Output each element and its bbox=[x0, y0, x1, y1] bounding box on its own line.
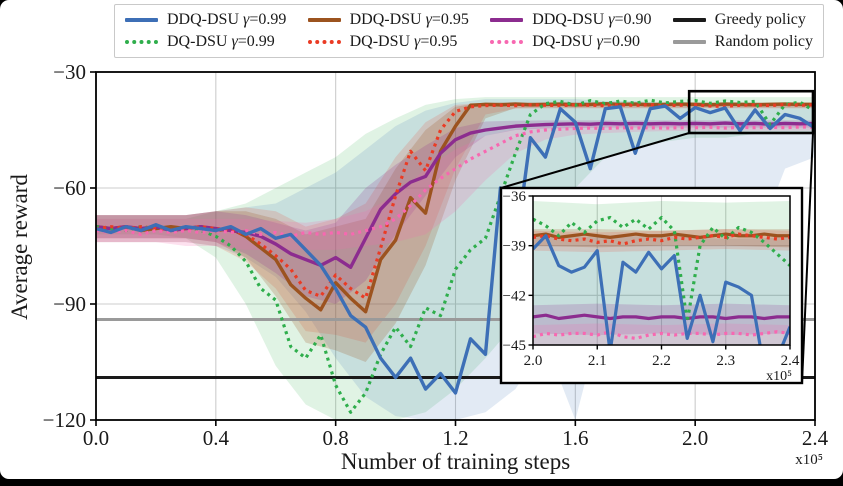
legend-entry-dq-dsu-g095: DQ-DSU γ=0.95 bbox=[307, 31, 469, 52]
inset-x-tick-label: 2.1 bbox=[588, 353, 607, 369]
inset-line-ddq-dsu-g090 bbox=[533, 313, 790, 321]
legend-solid-line-marker-greedy-policy bbox=[672, 17, 706, 22]
main-line-dq-dsu-g095 bbox=[96, 102, 815, 300]
band-ddq-dsu-g099 bbox=[96, 99, 815, 420]
main-line-dq-dsu-g090 bbox=[96, 125, 815, 238]
y-tick-label: −90 bbox=[53, 292, 86, 316]
inset-line-dq-dsu-g090 bbox=[533, 330, 790, 340]
x-axis-multiplier: x10⁵ bbox=[795, 452, 823, 468]
inset-panel bbox=[499, 186, 804, 385]
legend-solid-line-marker-ddq-dsu-g095 bbox=[307, 17, 341, 22]
legend-dotted-line-marker-dq-dsu-g090 bbox=[490, 39, 524, 44]
x-tick-label: 1.2 bbox=[442, 426, 468, 450]
x-axis-label: Number of training steps bbox=[340, 449, 571, 474]
legend-entry-dq-dsu-g099: DQ-DSU γ=0.99 bbox=[125, 31, 286, 52]
x-tick-label: 2.0 bbox=[682, 426, 708, 450]
legend-label-dq-dsu-g099: DQ-DSU γ=0.99 bbox=[167, 32, 275, 50]
legend-solid-line-marker-ddq-dsu-g090 bbox=[490, 17, 524, 22]
legend-label-dq-dsu-g095: DQ-DSU γ=0.95 bbox=[349, 32, 458, 50]
legend: DDQ-DSU γ=0.99 DDQ-DSU γ=0.95 DDQ-DSU γ=0.… bbox=[114, 4, 824, 58]
legend-label-random-policy: Random policy bbox=[714, 32, 813, 50]
main-series bbox=[96, 98, 815, 414]
legend-label-dq-dsu-g090: DQ-DSU γ=0.90 bbox=[532, 32, 640, 50]
main-tick-labels: 0.0 0.4 0.8 1.2 1.6 2.0 2.4 −30 −60 −90 −120 bbox=[43, 60, 829, 450]
main-line-ddq-dsu-g090 bbox=[96, 121, 815, 269]
inset-y-tick-label: −39 bbox=[503, 239, 526, 255]
legend-entry-greedy-policy: Greedy policy bbox=[672, 9, 813, 30]
legend-entry-ddq-dsu-g095: DDQ-DSU γ=0.95 bbox=[307, 9, 469, 30]
x-tick-label: 1.6 bbox=[562, 426, 588, 450]
legend-entry-dq-dsu-g090: DQ-DSU γ=0.90 bbox=[490, 31, 651, 52]
inset-plot: 2.0 2.1 2.2 2.3 2.4 −36 −39 −42 −45 x10⁵ bbox=[499, 186, 804, 385]
inset-x-tick-label: 2.2 bbox=[652, 353, 671, 369]
band-dq-dsu-g099 bbox=[96, 97, 815, 420]
legend-dotted-line-marker-dq-dsu-g099 bbox=[125, 39, 158, 44]
inset-x-axis-multiplier: x10⁵ bbox=[766, 369, 792, 384]
inset-y-tick-label: −42 bbox=[503, 288, 526, 304]
x-tick-label: 0.8 bbox=[323, 426, 349, 450]
inset-y-tick-label: −36 bbox=[503, 189, 527, 205]
band-dq-dsu-g095 bbox=[96, 102, 815, 343]
legend-label-ddq-dsu-g099: DDQ-DSU γ=0.99 bbox=[167, 10, 287, 28]
legend-entry-ddq-dsu-g099: DDQ-DSU γ=0.99 bbox=[125, 9, 286, 30]
legend-entry-ddq-dsu-g090: DDQ-DSU γ=0.90 bbox=[490, 9, 652, 30]
iband-ddq-dsu-g090 bbox=[533, 303, 790, 336]
zoom-region-rect bbox=[687, 89, 815, 135]
legend-label-ddq-dsu-g095: DDQ-DSU γ=0.95 bbox=[349, 10, 469, 28]
y-tick-label: −120 bbox=[43, 408, 86, 432]
band-dq-dsu-g090 bbox=[96, 125, 815, 250]
inset-x-tick-label: 2.4 bbox=[781, 353, 800, 369]
legend-solid-line-marker-ddq-dsu-g099 bbox=[125, 17, 158, 22]
inset-x-tick-label: 2.0 bbox=[524, 353, 543, 369]
inset-line-dq-dsu-g095 bbox=[533, 232, 790, 246]
inset-y-tick-label: −45 bbox=[503, 338, 526, 354]
inset-line-dq-dsu-g099 bbox=[533, 215, 790, 324]
inset-series bbox=[533, 215, 790, 345]
main-plot: 0.0 0.4 0.8 1.2 1.6 2.0 2.4 −30 −60 −90 −120 bbox=[43, 60, 829, 450]
y-axis-label: Average reward bbox=[7, 174, 32, 320]
inset-x-tick-label: 2.3 bbox=[716, 353, 735, 369]
legend-label-ddq-dsu-g090: DDQ-DSU γ=0.90 bbox=[532, 10, 652, 28]
main-line-ddq-dsu-g099 bbox=[96, 104, 815, 395]
inset-connector-right bbox=[801, 132, 814, 384]
x-tick-label: 2.4 bbox=[802, 426, 829, 450]
y-tick-label: −30 bbox=[53, 60, 86, 84]
x-tick-label: 0.4 bbox=[203, 426, 230, 450]
legend-solid-line-marker-random-policy bbox=[672, 39, 706, 44]
y-tick-label: −60 bbox=[53, 176, 86, 200]
inset-connector-left bbox=[500, 132, 690, 189]
legend-label-greedy-policy: Greedy policy bbox=[714, 10, 806, 28]
legend-entry-random-policy: Random policy bbox=[672, 31, 813, 52]
inset-line-ddq-dsu-g099 bbox=[533, 234, 790, 345]
inset-confidence-bands bbox=[533, 200, 790, 345]
legend-dotted-line-marker-dq-dsu-g095 bbox=[307, 39, 341, 44]
x-tick-label: 0.0 bbox=[83, 426, 109, 450]
inset-tick-labels: 2.0 2.1 2.2 2.3 2.4 −36 −39 −42 −45 x10⁵ bbox=[503, 189, 800, 384]
main-line-dq-dsu-g099 bbox=[96, 98, 815, 414]
inset-line-ddq-dsu-g095 bbox=[533, 232, 790, 239]
